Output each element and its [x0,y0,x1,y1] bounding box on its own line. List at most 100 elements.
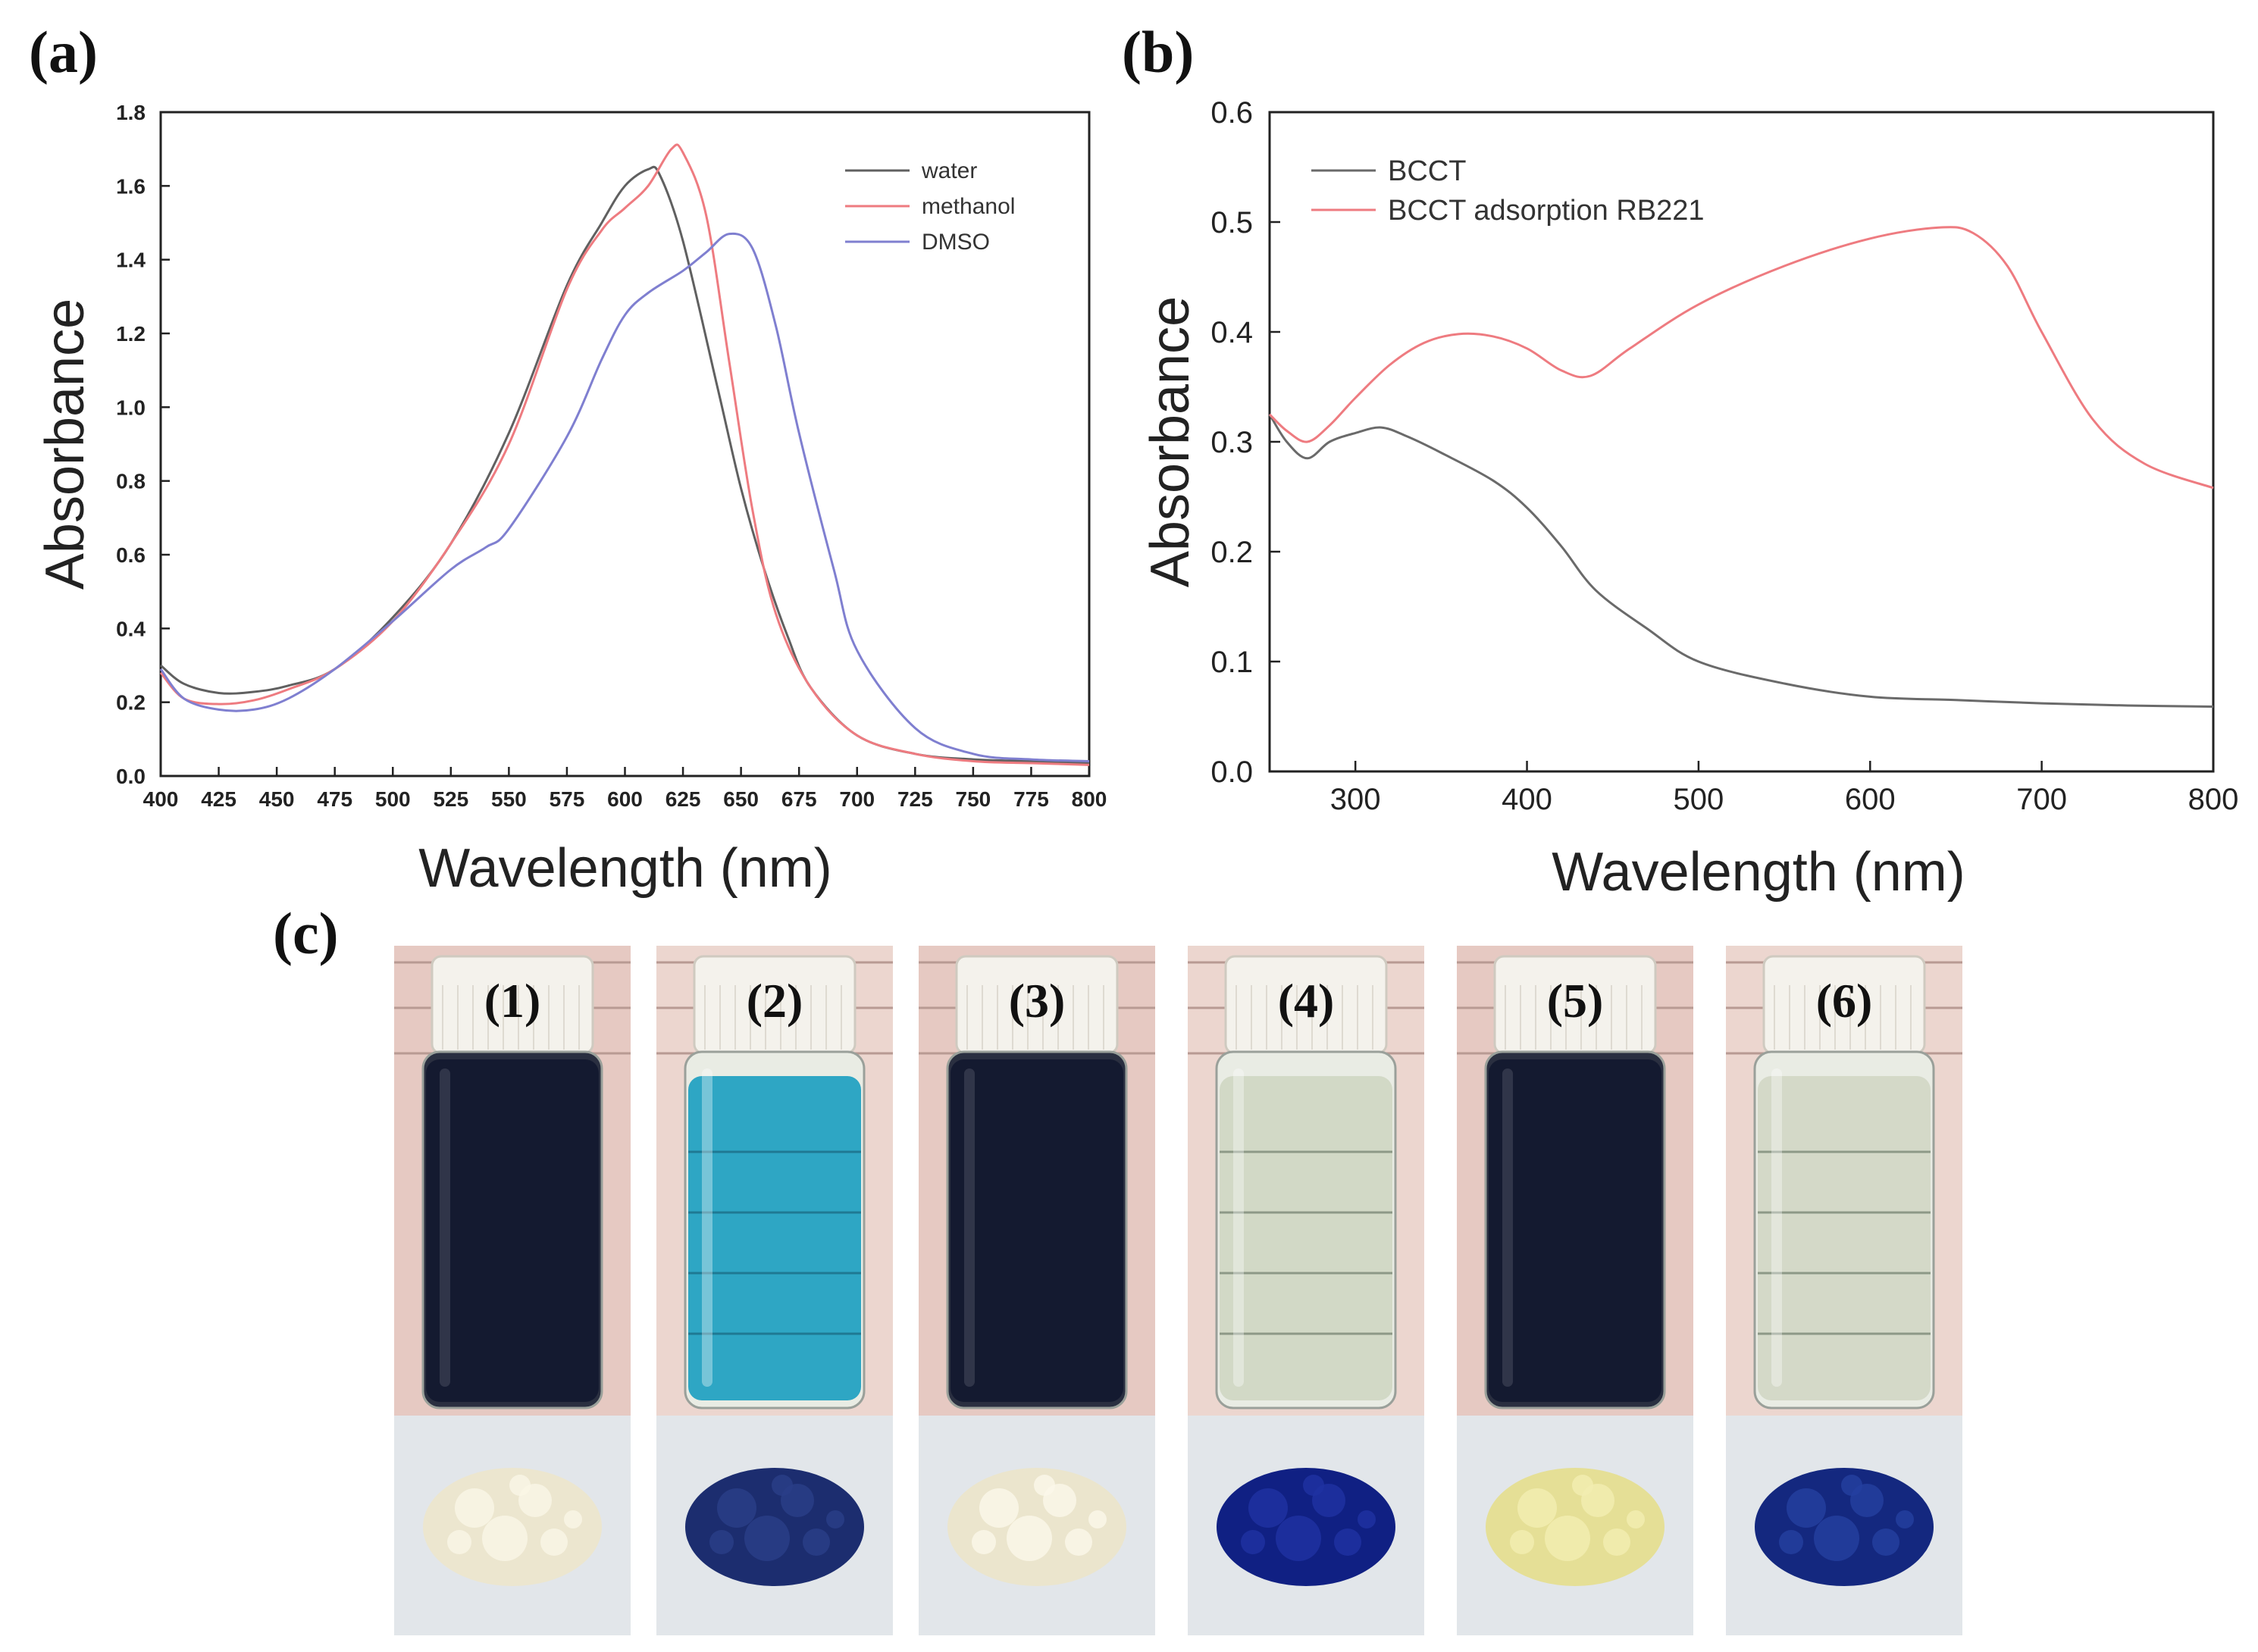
a-x-tick-label: 475 [317,787,352,811]
a-y-tick-label: 0.0 [116,765,146,788]
vial-photo-3: (3) [919,946,1155,1416]
a-x-tick-label: 500 [375,787,411,811]
a-x-tick-label: 650 [723,787,759,811]
vial-liquid [1220,1076,1392,1400]
a-x-tick-label: 700 [839,787,875,811]
vial-photo-5: (5) [1457,946,1693,1416]
a-legend-label: methanol [922,194,1015,219]
vial-liquid [688,1076,861,1400]
chart-b-series [1268,226,2214,708]
a-series-line-water [160,165,1090,765]
powder-grain [1303,1475,1324,1496]
b-y-tick-label: 0.2 [1210,536,1253,569]
powder-grain [1241,1530,1265,1554]
powder-grain [972,1530,996,1554]
powder-photo-5 [1457,1416,1693,1635]
vial-label: (1) [484,974,541,1028]
b-y-tick-label: 0.0 [1210,756,1253,789]
powder-grain [1841,1475,1862,1496]
chart-b-uv-vis-bcct: 300 400 500 600 700 8000.00.10.20.30.40.50.6 … [1140,96,2238,903]
a-x-tick-label: 450 [259,787,295,811]
powder-grain [1034,1475,1055,1496]
powder-photo-2 [656,1416,893,1635]
a-y-tick-label: 0.8 [116,470,146,493]
powder-grain [1572,1475,1593,1496]
powder-grain [1545,1516,1590,1561]
powder-photo-1 [394,1416,631,1635]
a-x-tick-label: 675 [781,787,817,811]
vial-highlight [440,1068,450,1387]
vial-label: (5) [1547,974,1604,1028]
powder-grain [564,1510,582,1528]
b-legend-label: BCCT [1388,155,1466,187]
powder-grain [717,1488,756,1528]
a-x-tick-label: 750 [956,787,991,811]
a-y-tick-label: 1.6 [116,174,146,198]
a-x-tick-label: 550 [491,787,527,811]
b-x-tick-label: 700 [2016,783,2067,816]
vial-photo-6: (6) [1726,946,1962,1416]
powder-grain [1007,1516,1052,1561]
b-y-tick-label: 0.1 [1210,646,1253,679]
powder-grain [1334,1528,1361,1556]
b-legend-label: BCCT adsorption RB221 [1388,195,1705,227]
chart-a-series [159,143,1090,766]
vial-label: (6) [1816,974,1873,1028]
a-x-tick-label: 525 [433,787,468,811]
b-y-tick-label: 0.5 [1210,206,1253,239]
powder-grain [979,1488,1019,1528]
a-x-tick-label: 400 [143,787,179,811]
powder-grain [1787,1488,1826,1528]
vial-label: (4) [1278,974,1335,1028]
powder-grain [709,1530,734,1554]
a-legend-label: water [921,158,977,183]
a-legend-label: DMSO [922,230,990,255]
a-x-tick-label: 600 [607,787,643,811]
vial-liquid [426,1059,599,1402]
b-x-tick-label: 800 [2188,783,2239,816]
powder-grain [1896,1510,1914,1528]
chart-b-legend: BCCT BCCT adsorption RB221 [1311,155,1705,227]
powder-grain [1814,1516,1859,1561]
vial-liquid [950,1059,1123,1402]
b-y-tick-label: 0.6 [1210,96,1253,130]
chart-a-uv-vis-solvents: 400 425 450 475 500 525 550 575 600 625 650 675 700 7… [35,101,1107,899]
vial-highlight [1502,1068,1513,1387]
vial-photo-row: (1) (2) (3) (4) (5) (6) [394,946,1962,1635]
vial-liquid [1758,1076,1931,1400]
powder-grain [803,1528,830,1556]
powder-grain [1872,1528,1899,1556]
b-x-tick-label: 600 [1845,783,1896,816]
powder-grain [1779,1530,1803,1554]
chart-b-x-axis-title: Wavelength (nm) [1552,842,1965,903]
a-y-tick-label: 0.6 [116,543,146,567]
b-y-tick-label: 0.3 [1210,426,1253,459]
powder-grain [826,1510,844,1528]
panel-label-a: (a) [29,19,98,85]
vial-photo-4: (4) [1188,946,1424,1416]
powder-grain [1627,1510,1645,1528]
b-series-line-bcct [1268,413,2214,708]
a-x-tick-label: 575 [550,787,585,811]
vial-highlight [702,1068,712,1387]
powder-grain [447,1530,471,1554]
panel-label-c: (c) [273,900,339,966]
vial-highlight [1233,1068,1244,1387]
a-x-tick-label: 800 [1072,787,1107,811]
powder-grain [1510,1530,1534,1554]
powder-grain [455,1488,494,1528]
panel-label-b: (b) [1122,19,1194,85]
b-x-tick-label: 300 [1330,783,1381,816]
powder-grain [1065,1528,1092,1556]
a-y-tick-label: 1.8 [116,101,146,124]
chart-a-ticks: 400 425 450 475 500 525 550 575 600 625 650 675 700 7… [116,101,1107,811]
vial-highlight [1771,1068,1782,1387]
powder-grain [1276,1516,1321,1561]
a-x-tick-label: 425 [201,787,236,811]
a-x-tick-label: 725 [897,787,933,811]
b-x-tick-label: 500 [1674,783,1724,816]
vial-label: (2) [747,974,803,1028]
vial-photo-1: (1) [394,946,631,1416]
chart-b-y-axis-title: Absorbance [1140,296,1201,587]
a-x-tick-label: 625 [665,787,701,811]
